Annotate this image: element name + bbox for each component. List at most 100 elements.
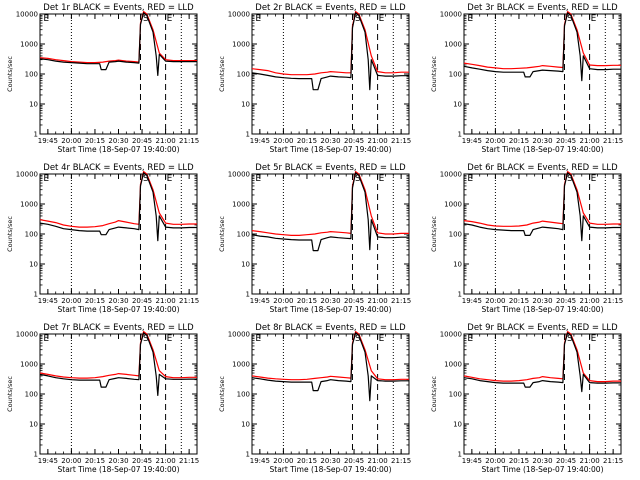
y-axis-label: Counts/sec: [430, 376, 438, 412]
time-marker-label: E: [43, 334, 49, 344]
time-marker-label: S: [567, 174, 573, 184]
lld-series-line: [39, 11, 197, 64]
panel-title: Det 8r BLACK = Events, RED = LLD: [255, 323, 406, 333]
y-tick-label: 10000: [16, 171, 38, 179]
x-tick-label: 20:15: [297, 457, 317, 465]
x-tick-label: 20:45: [132, 457, 152, 465]
plot-frame: [251, 333, 410, 455]
plot-frame: [463, 13, 622, 135]
x-axis-label: Start Time (18-Sep-07 19:40:00): [270, 145, 392, 154]
panel-title: Det 3r BLACK = Events, RED = LLD: [467, 3, 618, 13]
time-marker-label: S: [143, 174, 149, 184]
time-marker-label: S: [355, 174, 361, 184]
time-marker-label: E: [379, 334, 385, 344]
x-tick-label: 21:00: [580, 297, 600, 305]
x-tick-label: 21:00: [368, 457, 388, 465]
x-tick-label: 21:15: [391, 457, 411, 465]
x-tick-label: 19:45: [462, 137, 482, 145]
y-tick-label: 10: [453, 261, 462, 269]
x-tick-label: 20:00: [61, 457, 81, 465]
time-marker-label: E: [379, 14, 385, 24]
y-tick-label: 1000: [444, 201, 462, 209]
lld-series-line: [251, 11, 409, 76]
x-tick-label: 21:15: [391, 137, 411, 145]
y-tick-label: 10: [29, 421, 38, 429]
x-tick-label: 20:15: [85, 457, 105, 465]
x-tick-label: 21:15: [179, 137, 199, 145]
x-tick-label: 20:45: [556, 457, 576, 465]
panel-det-7: Det 7r BLACK = Events, RED = LLD 1 10 100 10…: [6, 323, 199, 474]
plot-frame: [463, 173, 622, 295]
y-tick-label: 10: [29, 101, 38, 109]
y-tick-label: 1000: [20, 361, 38, 369]
x-tick-label: 19:45: [462, 297, 482, 305]
x-tick-label: 21:00: [156, 137, 176, 145]
x-tick-label: 21:15: [391, 297, 411, 305]
y-tick-label: 10: [453, 101, 462, 109]
y-tick-label: 1: [34, 451, 38, 459]
x-tick-label: 20:45: [132, 297, 152, 305]
panel-det-4: Det 4r BLACK = Events, RED = LLD 1 10 100 10…: [6, 163, 199, 314]
x-tick-label: 20:30: [108, 297, 128, 305]
y-axis-label: Counts/sec: [6, 56, 14, 92]
y-tick-label: 1: [246, 451, 250, 459]
y-tick-label: 100: [449, 391, 462, 399]
x-tick-label: 20:00: [485, 297, 505, 305]
time-marker-label: E: [591, 14, 597, 24]
y-tick-label: 1000: [232, 41, 250, 49]
x-tick-label: 19:45: [250, 297, 270, 305]
x-tick-label: 20:00: [485, 457, 505, 465]
plot-frame: [39, 13, 198, 135]
y-tick-label: 1000: [444, 41, 462, 49]
time-marker-label: S: [567, 334, 573, 344]
lld-series-line: [463, 11, 621, 70]
x-tick-label: 20:15: [297, 297, 317, 305]
x-tick-label: 20:15: [85, 137, 105, 145]
y-tick-label: 1000: [20, 201, 38, 209]
x-tick-label: 21:15: [603, 297, 623, 305]
y-tick-label: 10: [241, 101, 250, 109]
x-tick-label: 20:00: [61, 297, 81, 305]
x-axis-label: Start Time (18-Sep-07 19:40:00): [58, 465, 180, 474]
events-series-line: [39, 332, 197, 396]
panel-det-3: Det 3r BLACK = Events, RED = LLD 1 10 100 10…: [430, 3, 623, 154]
x-tick-label: 20:30: [320, 297, 340, 305]
panel-det-6: Det 6r BLACK = Events, RED = LLD 1 10 100 10…: [430, 163, 623, 314]
x-tick-label: 20:45: [344, 137, 364, 145]
y-tick-label: 100: [449, 71, 462, 79]
time-marker-label: S: [355, 334, 361, 344]
x-tick-label: 20:00: [273, 137, 293, 145]
time-marker-label: E: [379, 174, 385, 184]
x-tick-label: 20:30: [320, 137, 340, 145]
x-tick-label: 20:30: [532, 457, 552, 465]
y-tick-label: 1000: [20, 41, 38, 49]
y-axis-label: Counts/sec: [218, 216, 226, 252]
panel-title: Det 5r BLACK = Events, RED = LLD: [255, 163, 406, 173]
events-series-line: [39, 172, 197, 242]
y-tick-label: 100: [237, 391, 250, 399]
lld-series-line: [39, 171, 197, 228]
plot-frame: [251, 13, 410, 135]
time-marker-label: E: [591, 334, 597, 344]
panel-det-2: Det 2r BLACK = Events, RED = LLD 1 10 100 10…: [218, 3, 411, 154]
x-tick-label: 20:15: [509, 457, 529, 465]
x-axis-label: Start Time (18-Sep-07 19:40:00): [58, 145, 180, 154]
y-axis-label: Counts/sec: [218, 56, 226, 92]
y-tick-label: 10000: [228, 331, 250, 339]
y-tick-label: 10: [453, 421, 462, 429]
y-tick-label: 10000: [440, 11, 462, 19]
time-marker-label: E: [255, 334, 261, 344]
y-tick-label: 100: [237, 231, 250, 239]
y-axis-label: Counts/sec: [430, 216, 438, 252]
x-tick-label: 21:15: [179, 457, 199, 465]
panel-det-1: Det 1r BLACK = Events, RED = LLD 1 10 100 10…: [6, 3, 199, 154]
y-tick-label: 1: [246, 291, 250, 299]
x-tick-label: 20:30: [320, 457, 340, 465]
events-series-line: [463, 172, 621, 242]
lld-series-line: [463, 171, 621, 227]
x-tick-label: 19:45: [38, 297, 58, 305]
time-marker-label: E: [467, 334, 473, 344]
x-tick-label: 20:15: [297, 137, 317, 145]
x-axis-label: Start Time (18-Sep-07 19:40:00): [270, 465, 392, 474]
